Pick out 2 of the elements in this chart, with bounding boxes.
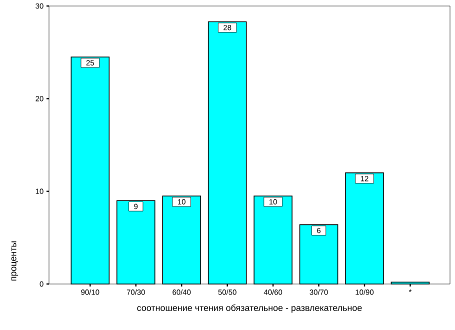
x-axis-title: соотношение чтения обязательное - развлекательное (137, 304, 362, 313)
y-axis-title: проценты (11, 241, 18, 281)
